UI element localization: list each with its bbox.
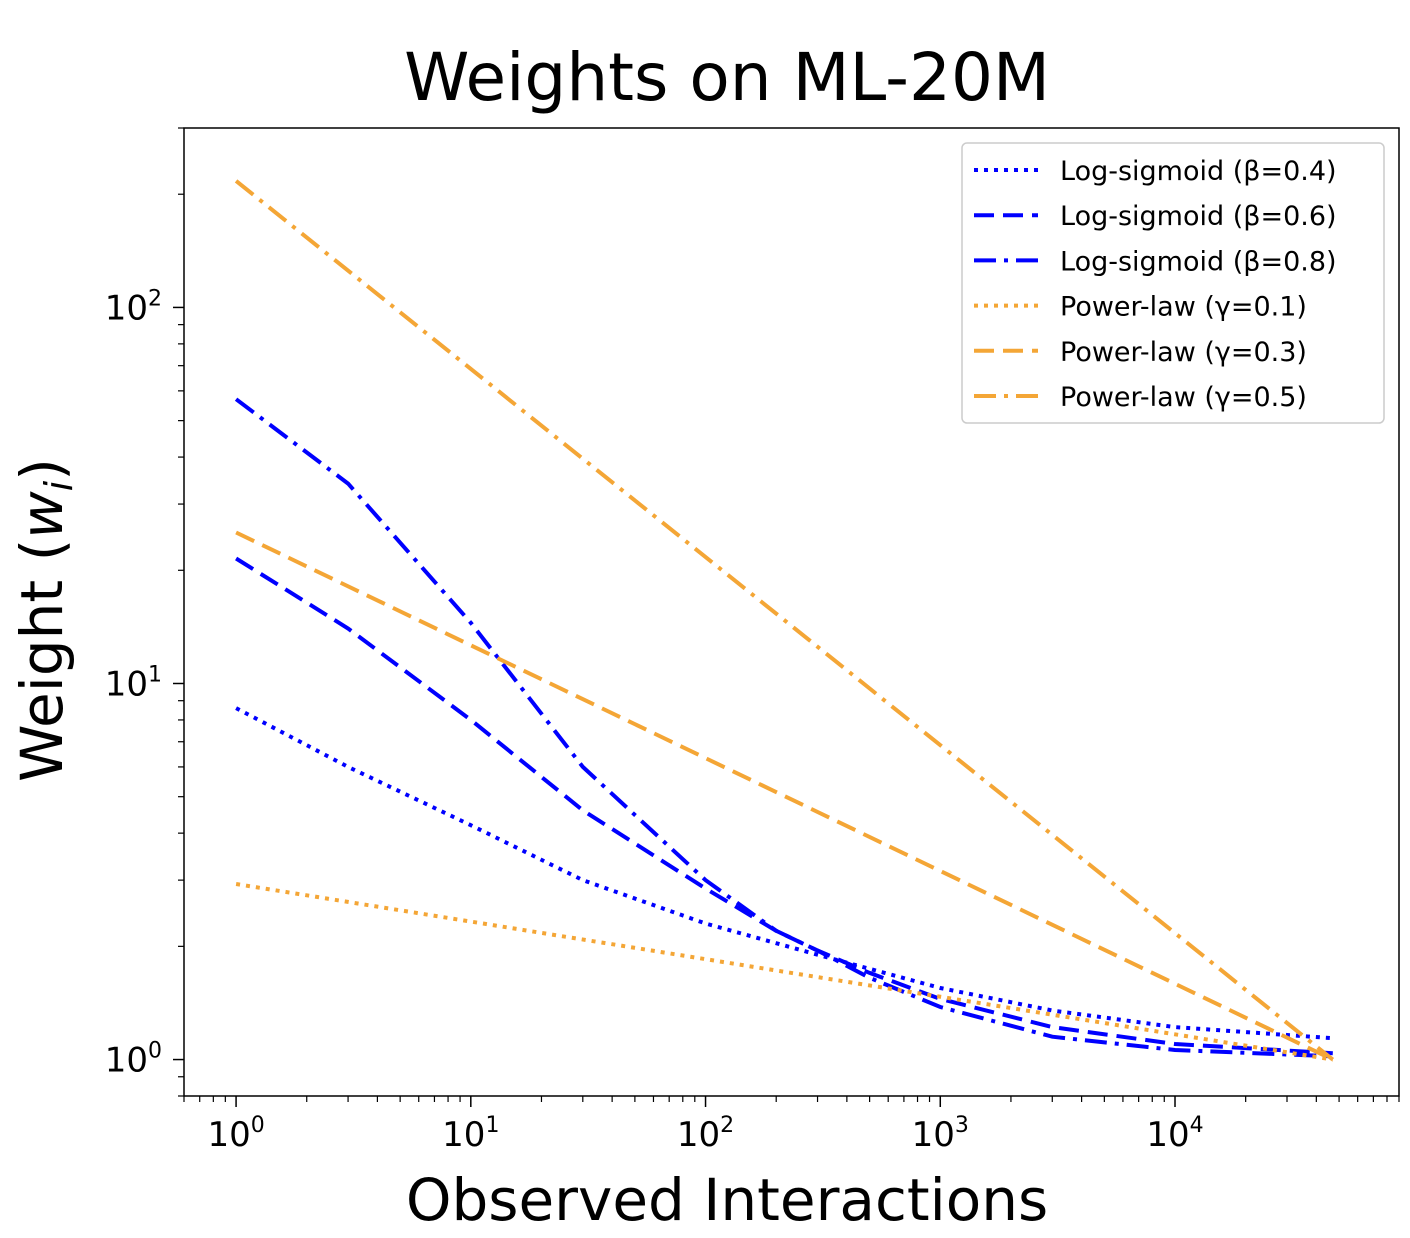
series-line-4 bbox=[235, 882, 1334, 1062]
legend: Log-sigmoid (β=0.4) Log-sigmoid (β=0.6) Lo… bbox=[961, 142, 1385, 424]
legend-label: Power-law (γ=0.5) bbox=[1060, 382, 1307, 413]
legend-label: Power-law (γ=0.1) bbox=[1060, 292, 1307, 323]
y-axis-label: Weight (wi) bbox=[8, 458, 81, 782]
series-line-3 bbox=[234, 397, 1333, 1059]
x-tick-label: 103 bbox=[912, 1113, 969, 1155]
x-tick-label: 102 bbox=[677, 1113, 734, 1155]
series-line-5 bbox=[235, 530, 1334, 1062]
legend-label: Power-law (γ=0.3) bbox=[1060, 337, 1307, 368]
chart-title: Weights on ML-20M bbox=[404, 39, 1050, 116]
y-tick-label: 101 bbox=[105, 662, 162, 704]
plot-frame bbox=[183, 127, 1400, 1097]
axis-ticks: 100 101 102 103 104 100 101 102 bbox=[105, 127, 1400, 1155]
legend-label: Log-sigmoid (β=0.8) bbox=[1060, 246, 1337, 277]
y-axis-label-close: ) bbox=[8, 458, 76, 481]
plot-area: 100 101 102 103 104 100 101 102 bbox=[105, 127, 1400, 1155]
legend-entries: Log-sigmoid (β=0.4) Log-sigmoid (β=0.6) Lo… bbox=[974, 156, 1337, 413]
y-axis-label-subscript: i bbox=[37, 480, 81, 491]
series-line-2 bbox=[235, 556, 1333, 1056]
x-tick-label: 104 bbox=[1146, 1113, 1203, 1155]
legend-box bbox=[961, 142, 1385, 424]
series-line-6 bbox=[234, 179, 1335, 1062]
x-axis-label: Observed Interactions bbox=[406, 1166, 1048, 1234]
legend-label: Log-sigmoid (β=0.4) bbox=[1060, 156, 1337, 187]
x-tick-label: 100 bbox=[207, 1113, 264, 1155]
y-tick-label: 102 bbox=[105, 286, 162, 328]
y-tick-label: 100 bbox=[105, 1039, 162, 1081]
y-axis-label-text: Weight ( bbox=[8, 539, 76, 782]
series-line-1 bbox=[235, 706, 1333, 1041]
y-axis-label-symbol: w bbox=[8, 491, 76, 539]
series-lines bbox=[234, 179, 1335, 1062]
x-tick-label: 101 bbox=[442, 1113, 499, 1155]
legend-label: Log-sigmoid (β=0.6) bbox=[1060, 201, 1337, 232]
